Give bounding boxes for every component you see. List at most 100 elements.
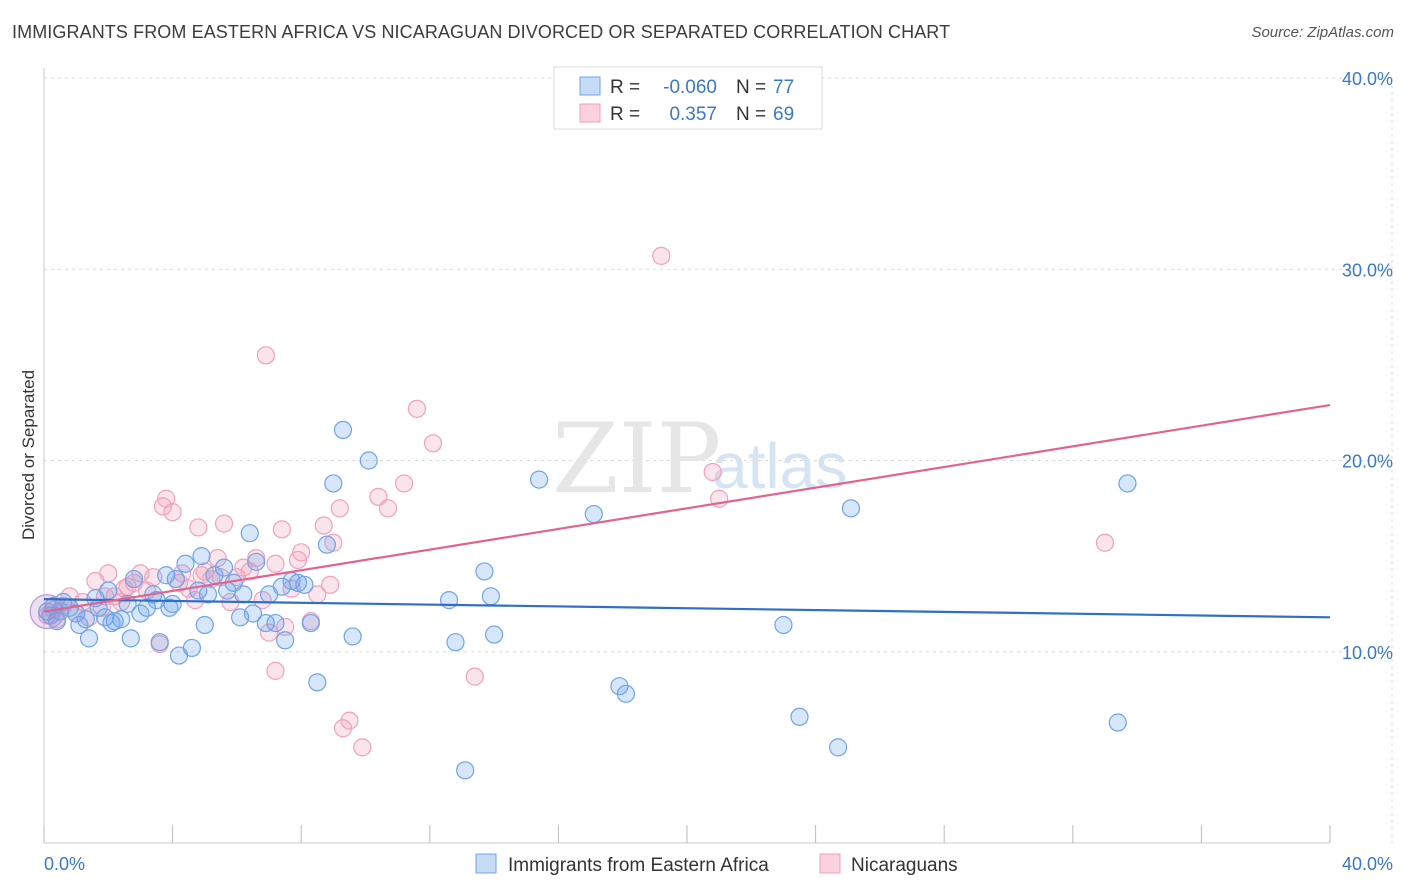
point-nicaraguans [208, 548, 227, 568]
legend-swatch-pink [579, 103, 601, 123]
legend-r-label-2: R = [610, 104, 640, 125]
point-eastern-africa [1108, 713, 1127, 732]
top-legend: R = -0.060 N = 77 R = 0.357 N = 69 [553, 66, 823, 130]
point-eastern-africa [76, 610, 95, 629]
trend-line-eastern-africa [43, 598, 1331, 619]
point-eastern-africa [176, 554, 195, 573]
point-eastern-africa [195, 615, 214, 635]
point-eastern-africa [67, 604, 86, 623]
point-eastern-africa [234, 585, 253, 604]
point-eastern-africa [456, 761, 475, 780]
point-nicaraguans [330, 499, 349, 518]
legend-r-value-2: 0.357 [669, 104, 717, 125]
point-nicaraguans [314, 516, 333, 535]
point-eastern-africa [616, 684, 636, 703]
chart-title: IMMIGRANTS FROM EASTERN AFRICA VS NICARA… [12, 22, 951, 42]
point-eastern-africa [79, 629, 99, 648]
point-eastern-africa [481, 587, 500, 606]
y-tick-label: 10.0% [1342, 643, 1393, 663]
y-tick-label: 20.0% [1342, 452, 1393, 472]
point-nicaraguans [115, 579, 134, 598]
point-eastern-africa [276, 631, 295, 650]
point-eastern-africa [333, 420, 353, 439]
point-eastern-africa [829, 738, 848, 757]
point-eastern-africa [243, 604, 263, 623]
point-eastern-africa [475, 562, 494, 581]
legend-n-value-1: 77 [773, 77, 794, 98]
point-eastern-africa [308, 673, 327, 692]
point-eastern-africa [214, 558, 234, 577]
point-eastern-africa [584, 504, 603, 524]
point-nicaraguans [276, 617, 295, 636]
trend-line-nicaraguans [43, 403, 1331, 613]
point-nicaraguans [394, 474, 414, 493]
point-eastern-africa [157, 566, 176, 585]
point-nicaraguans [407, 399, 427, 418]
point-nicaraguans [353, 738, 372, 757]
point-eastern-africa [47, 612, 66, 631]
point-eastern-africa [790, 707, 809, 726]
point-nicaraguans [99, 564, 118, 583]
point-nicaraguans [703, 462, 722, 482]
point-eastern-africa [295, 575, 314, 594]
point-nicaraguans [192, 566, 211, 585]
point-nicaraguans [292, 543, 311, 562]
point-nicaraguans [1095, 533, 1115, 552]
point-eastern-africa [485, 625, 504, 644]
point-nicaraguans [266, 661, 285, 680]
bottom-legend: Immigrants from Eastern Africa Nicaragua… [475, 853, 958, 876]
bottom-legend-label-1: Immigrants from Eastern Africa [508, 855, 769, 876]
point-eastern-africa [166, 569, 185, 589]
y-tick-label: 40.0% [1342, 69, 1393, 89]
point-nicaraguans [272, 520, 292, 539]
point-eastern-africa [240, 524, 259, 543]
bottom-legend-label-2: Nicaraguans [851, 855, 958, 876]
point-nicaraguans [163, 503, 182, 522]
axes: 10.0% 20.0% 30.0% 40.0% 0.0% 40.0% [43, 68, 1393, 874]
point-nicaraguans [189, 518, 208, 537]
point-eastern-africa [121, 629, 140, 648]
bottom-legend-swatch-blue [475, 853, 497, 874]
x-tick-label-max: 40.0% [1342, 854, 1393, 874]
legend-r-value-1: -0.060 [663, 77, 717, 98]
point-nicaraguans [153, 497, 173, 516]
point-nicaraguans [340, 711, 359, 730]
point-eastern-africa [247, 552, 266, 571]
data-points [29, 246, 1137, 780]
point-eastern-africa [343, 627, 362, 646]
legend-n-label-2: N = [736, 104, 766, 125]
point-eastern-africa [841, 499, 861, 518]
point-eastern-africa [160, 598, 179, 617]
point-nicaraguans [214, 514, 234, 533]
point-nicaraguans [256, 346, 275, 365]
point-nicaraguans [324, 533, 343, 552]
point-eastern-africa [102, 613, 121, 633]
point-eastern-africa [1118, 474, 1137, 493]
point-eastern-africa [317, 535, 337, 554]
point-nicaraguans [259, 623, 279, 642]
point-eastern-africa [150, 633, 169, 652]
trend-lines [43, 403, 1331, 619]
point-eastern-africa [105, 612, 124, 631]
point-eastern-africa [124, 569, 144, 589]
legend-r-label-1: R = [610, 77, 640, 98]
point-nicaraguans [321, 575, 340, 594]
point-eastern-africa [774, 615, 793, 635]
bottom-legend-swatch-pink [819, 853, 841, 874]
point-eastern-africa [266, 613, 285, 633]
x-tick-label-min: 0.0% [44, 854, 85, 874]
point-eastern-africa [324, 474, 343, 493]
legend-n-value-2: 69 [773, 104, 794, 125]
point-eastern-africa [530, 470, 549, 489]
point-nicaraguans [465, 667, 484, 686]
point-eastern-africa [182, 638, 201, 658]
point-eastern-africa [112, 610, 131, 629]
point-eastern-africa [359, 451, 378, 470]
point-nicaraguans [423, 434, 443, 453]
point-eastern-africa [301, 613, 320, 633]
watermark: ZIP atlas [552, 403, 847, 515]
chart-source: Source: ZipAtlas.com [1251, 24, 1394, 41]
point-eastern-africa [288, 573, 308, 593]
point-nicaraguans [652, 246, 671, 265]
